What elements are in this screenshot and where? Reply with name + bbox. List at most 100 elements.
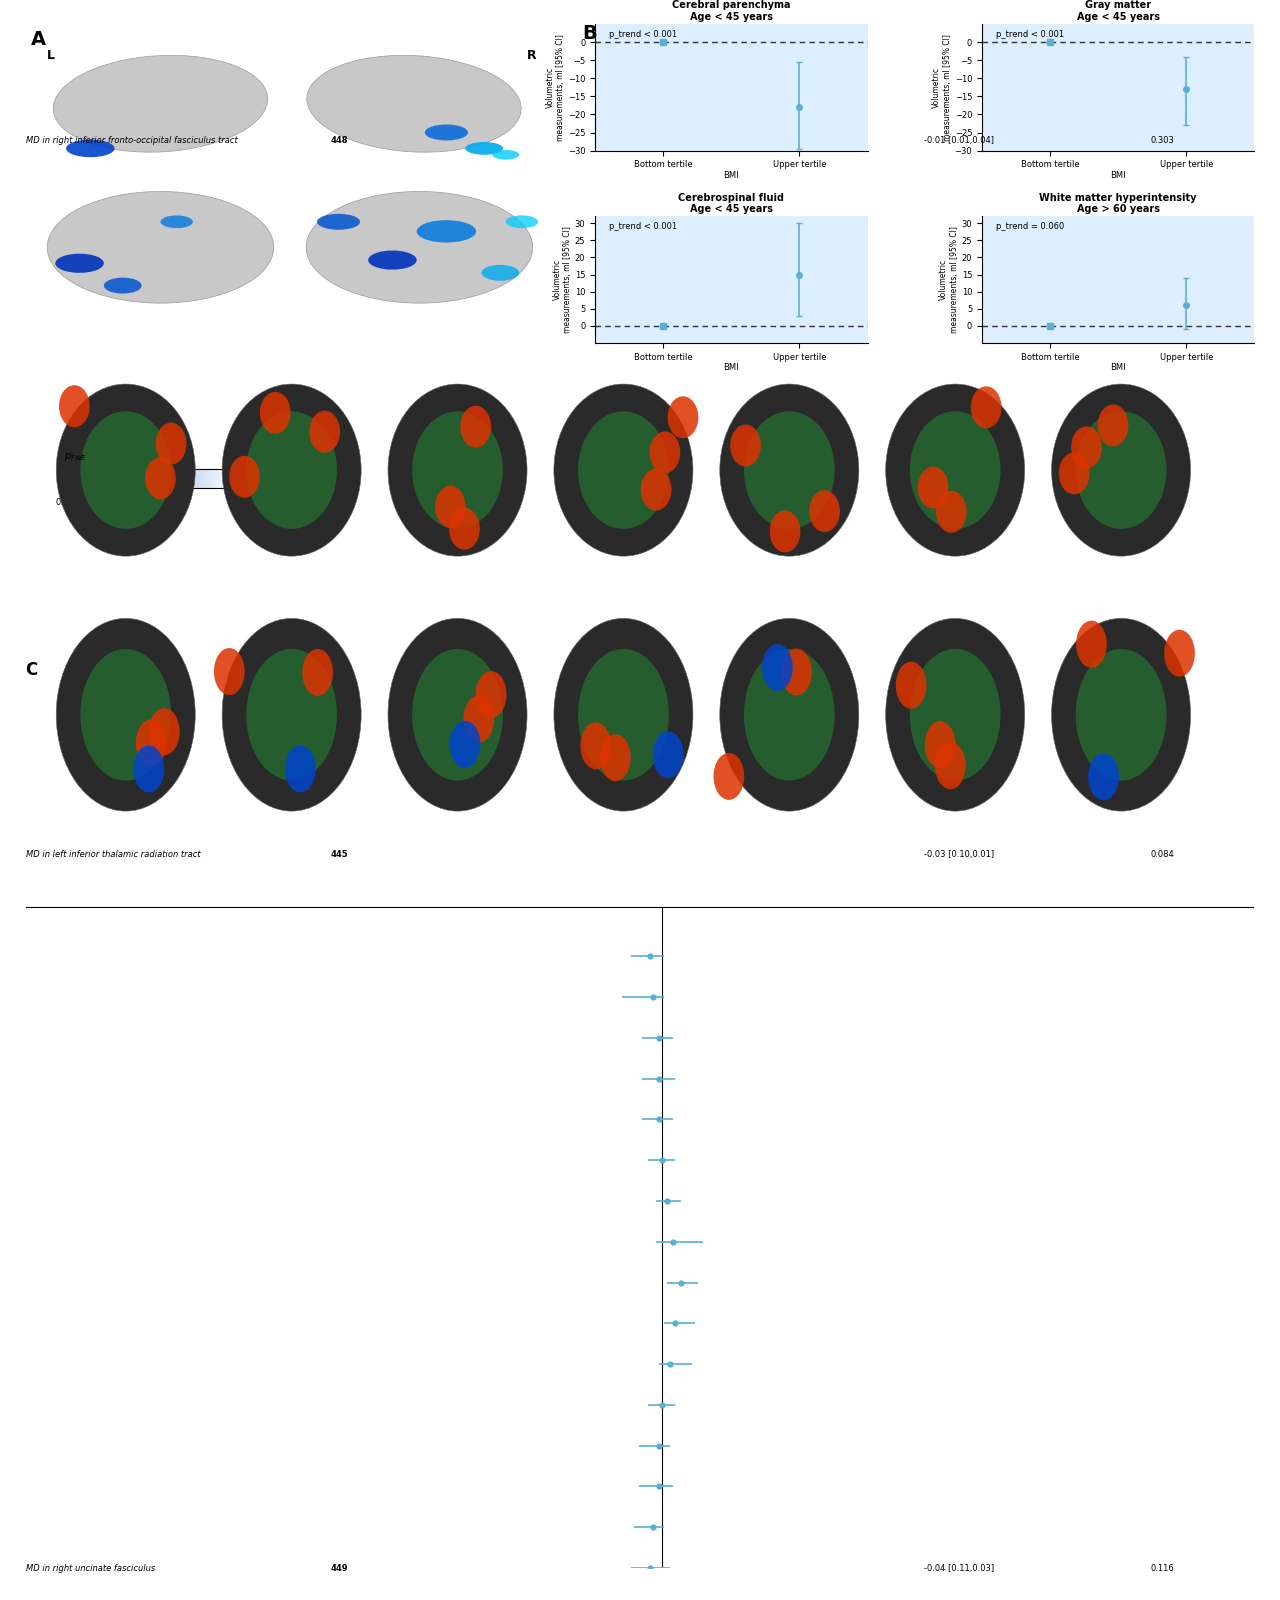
Text: FA: FA — [38, 466, 49, 475]
Ellipse shape — [506, 216, 538, 229]
Ellipse shape — [59, 386, 90, 427]
Ellipse shape — [924, 722, 955, 768]
X-axis label: BMI: BMI — [723, 171, 739, 179]
Y-axis label: Volumetric
measurements, ml [95% CI]: Volumetric measurements, ml [95% CI] — [932, 34, 952, 141]
Ellipse shape — [653, 731, 684, 778]
Text: Left corticospinal tract, 3.5%: Left corticospinal tract, 3.5% — [541, 560, 653, 568]
Ellipse shape — [936, 491, 966, 533]
Ellipse shape — [579, 411, 668, 530]
Ellipse shape — [435, 486, 466, 528]
Ellipse shape — [388, 618, 527, 811]
Text: L: L — [38, 606, 44, 616]
Text: B: B — [582, 24, 598, 43]
Ellipse shape — [302, 650, 333, 696]
Ellipse shape — [781, 648, 812, 696]
Ellipse shape — [554, 618, 692, 811]
Text: $p_{FWE}$: $p_{FWE}$ — [64, 451, 87, 464]
Ellipse shape — [55, 254, 104, 274]
Ellipse shape — [136, 720, 166, 766]
Ellipse shape — [1075, 411, 1166, 530]
Ellipse shape — [425, 125, 468, 141]
Ellipse shape — [412, 650, 503, 781]
Text: 0.116: 0.116 — [1151, 1563, 1174, 1573]
Text: -0.03 [0.10,0.01]: -0.03 [0.10,0.01] — [924, 850, 995, 859]
Title: Cerebral parenchyma
Age < 45 years: Cerebral parenchyma Age < 45 years — [672, 0, 791, 22]
Ellipse shape — [104, 278, 142, 293]
Ellipse shape — [1088, 754, 1119, 800]
Ellipse shape — [1076, 621, 1107, 667]
Y-axis label: Volumetric
measurements, ml [95% CI]: Volumetric measurements, ml [95% CI] — [545, 34, 564, 141]
Ellipse shape — [554, 384, 692, 557]
Ellipse shape — [310, 411, 340, 453]
Text: -0.01 [0.01,0.04]: -0.01 [0.01,0.04] — [924, 136, 995, 146]
X-axis label: BMI: BMI — [1110, 363, 1126, 373]
Ellipse shape — [463, 696, 494, 742]
Ellipse shape — [285, 746, 316, 792]
Ellipse shape — [461, 406, 492, 448]
Ellipse shape — [886, 618, 1025, 811]
Ellipse shape — [465, 142, 503, 155]
Ellipse shape — [476, 670, 507, 718]
Ellipse shape — [886, 384, 1025, 557]
Text: Right corticospinal tract, 3.9%: Right corticospinal tract, 3.9% — [664, 371, 781, 381]
Text: p_trend < 0.001: p_trend < 0.001 — [609, 30, 677, 38]
Ellipse shape — [896, 662, 927, 709]
Ellipse shape — [744, 411, 835, 530]
Ellipse shape — [934, 742, 965, 789]
Ellipse shape — [54, 56, 268, 152]
Text: Left inferior fronto-occipital fasciculus, 3.9%: Left inferior fronto-occipital fasciculu… — [74, 816, 244, 826]
Ellipse shape — [260, 392, 291, 434]
Text: Left inferior thalamic radiation, 4.0%: Left inferior thalamic radiation, 4.0% — [886, 816, 1028, 826]
Ellipse shape — [744, 650, 835, 781]
Text: 449: 449 — [330, 1563, 348, 1573]
Title: Cerebrospinal fluid
Age < 45 years: Cerebrospinal fluid Age < 45 years — [678, 192, 785, 214]
Ellipse shape — [306, 192, 532, 302]
Ellipse shape — [762, 643, 792, 691]
Ellipse shape — [317, 214, 360, 230]
Ellipse shape — [970, 386, 1001, 429]
Ellipse shape — [229, 456, 260, 498]
Ellipse shape — [809, 490, 840, 533]
Ellipse shape — [145, 458, 175, 499]
Ellipse shape — [600, 734, 631, 781]
Ellipse shape — [246, 650, 337, 781]
Ellipse shape — [713, 754, 744, 800]
Ellipse shape — [133, 746, 164, 792]
Text: p_trend = 0.060: p_trend = 0.060 — [996, 222, 1064, 230]
Text: Pontine crossing tract, 28.3%: Pontine crossing tract, 28.3% — [271, 371, 384, 381]
Title: Gray matter
Age < 45 years: Gray matter Age < 45 years — [1076, 0, 1160, 22]
Ellipse shape — [1052, 618, 1190, 811]
Text: 0.084: 0.084 — [1151, 850, 1174, 859]
Text: -0.04 [0.11,0.03]: -0.04 [0.11,0.03] — [924, 1563, 995, 1573]
Ellipse shape — [81, 411, 172, 530]
Text: A: A — [31, 30, 46, 50]
Y-axis label: Volumetric
measurements, ml [95% CI]: Volumetric measurements, ml [95% CI] — [553, 226, 572, 333]
Ellipse shape — [481, 266, 520, 282]
Ellipse shape — [1052, 384, 1190, 557]
Text: R: R — [527, 50, 536, 62]
Ellipse shape — [81, 650, 172, 781]
Ellipse shape — [579, 650, 668, 781]
Text: L: L — [47, 50, 55, 62]
Ellipse shape — [1059, 453, 1089, 494]
Ellipse shape — [1071, 426, 1102, 469]
Ellipse shape — [719, 618, 859, 811]
Ellipse shape — [47, 192, 274, 302]
Ellipse shape — [668, 397, 699, 438]
Text: R: R — [1210, 606, 1217, 616]
Ellipse shape — [449, 720, 480, 768]
Text: Forceps minor, 2.0%: Forceps minor, 2.0% — [664, 605, 742, 613]
Ellipse shape — [223, 384, 361, 557]
Text: MD in right uncinate fasciculus: MD in right uncinate fasciculus — [26, 1563, 155, 1573]
Text: 0.303: 0.303 — [1151, 136, 1174, 146]
Y-axis label: Volumetric
measurements, ml [95% CI]: Volumetric measurements, ml [95% CI] — [940, 226, 959, 333]
Ellipse shape — [493, 150, 520, 160]
Text: R: R — [1210, 373, 1217, 384]
Ellipse shape — [918, 467, 948, 509]
Ellipse shape — [580, 722, 611, 770]
Ellipse shape — [417, 221, 476, 243]
Text: MD in left inferior thalamic radiation tract: MD in left inferior thalamic radiation t… — [26, 850, 200, 859]
Ellipse shape — [369, 251, 417, 270]
Ellipse shape — [160, 216, 193, 229]
X-axis label: BMI: BMI — [1110, 171, 1126, 179]
